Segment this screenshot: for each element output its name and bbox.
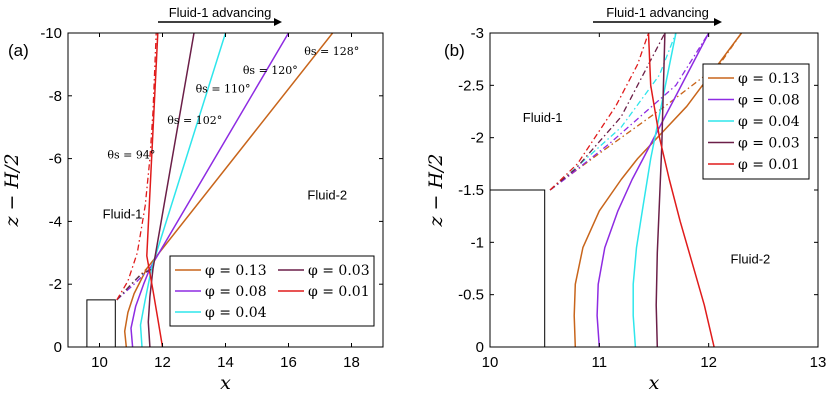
angle-annotation: θs = 120°: [243, 64, 298, 77]
legend-entry: φ = 0.04: [738, 114, 800, 130]
series-line: [139, 33, 227, 347]
x-tick-label: 11: [592, 354, 608, 371]
y-axis-label: z − H/2: [425, 153, 447, 227]
series-line: [647, 33, 715, 347]
x-axis-label: x: [649, 372, 660, 394]
y-tick-label: -2: [49, 276, 62, 293]
region-label: Fluid-2: [307, 187, 347, 202]
legend-entry: φ = 0.03: [738, 136, 800, 152]
y-tick-label: -1: [471, 234, 484, 251]
wall-outline: [490, 189, 546, 347]
series-dashdot-line: [549, 33, 666, 191]
legend-entry: φ = 0.01: [738, 157, 800, 173]
x-tick-label: 12: [700, 354, 717, 371]
x-tick-label: 12: [154, 354, 171, 371]
series-dashdot-line: [549, 33, 710, 191]
y-tick-label: 0: [476, 339, 484, 356]
panel-label: (a): [8, 41, 29, 60]
series-line: [147, 33, 195, 347]
series-dashdot-line: [549, 33, 650, 191]
series-dashdot-line: [116, 268, 151, 301]
angle-annotation: θs = 94°: [107, 149, 155, 162]
angle-annotation: θs = 110°: [196, 83, 251, 96]
panel-label: (b): [444, 41, 465, 60]
y-tick-label: -6: [49, 151, 62, 168]
legend-entry: φ = 0.13: [205, 263, 267, 279]
x-tick-label: 10: [91, 354, 108, 371]
advancing-arrow-label: Fluid-1 advancing: [606, 5, 709, 20]
legend-box: [169, 255, 375, 327]
series-line: [573, 33, 743, 347]
region-label: Fluid-1: [523, 110, 563, 125]
region-label: Fluid-2: [731, 251, 771, 266]
y-tick-label: -8: [49, 88, 62, 105]
legend-entry: φ = 0.01: [308, 284, 370, 300]
x-tick-label: 14: [217, 354, 234, 371]
x-tick-label: 13: [810, 354, 827, 371]
advancing-arrow-head: [714, 18, 722, 26]
y-tick-label: -2: [471, 130, 484, 147]
angle-annotation: θs = 102°: [167, 114, 222, 127]
series-dashdot-line: [549, 33, 743, 191]
x-tick-label: 10: [482, 354, 499, 371]
series-line: [130, 33, 290, 347]
y-tick-label: -0.5: [458, 287, 484, 304]
series-line: [123, 33, 334, 347]
series-line: [596, 33, 710, 347]
y-tick-label: -1.5: [458, 182, 484, 199]
y-axis-label: z − H/2: [1, 153, 23, 227]
advancing-arrow-label: Fluid-1 advancing: [169, 5, 272, 20]
legend-entry: φ = 0.13: [738, 71, 800, 87]
x-tick-label: 18: [343, 354, 360, 371]
series-line: [146, 33, 164, 347]
y-tick-label: -2.5: [458, 77, 484, 94]
x-axis-label: x: [220, 372, 231, 394]
region-label: Fluid-1: [103, 206, 143, 221]
y-tick-label: -4: [49, 213, 62, 230]
legend-entry: φ = 0.08: [205, 284, 267, 300]
wall-outline: [86, 299, 116, 347]
y-tick-label: 0: [54, 339, 62, 356]
series-dashdot-line: [549, 33, 677, 191]
legend-entry: φ = 0.08: [738, 93, 800, 109]
legend-entry: φ = 0.04: [205, 305, 267, 321]
x-tick-label: 16: [280, 354, 297, 371]
y-tick-label: -3: [471, 25, 484, 42]
series-line: [632, 33, 677, 347]
angle-annotation: θs = 128°: [304, 45, 359, 58]
series-dashdot-line: [116, 33, 157, 301]
advancing-arrow-head: [274, 18, 282, 26]
plot-area-b: [490, 33, 743, 347]
y-tick-label: -10: [40, 25, 62, 42]
series-dashdot-line: [116, 268, 148, 301]
series-line: [655, 33, 666, 347]
legend-entry: φ = 0.03: [308, 263, 370, 279]
plot-area-a: [86, 33, 334, 347]
